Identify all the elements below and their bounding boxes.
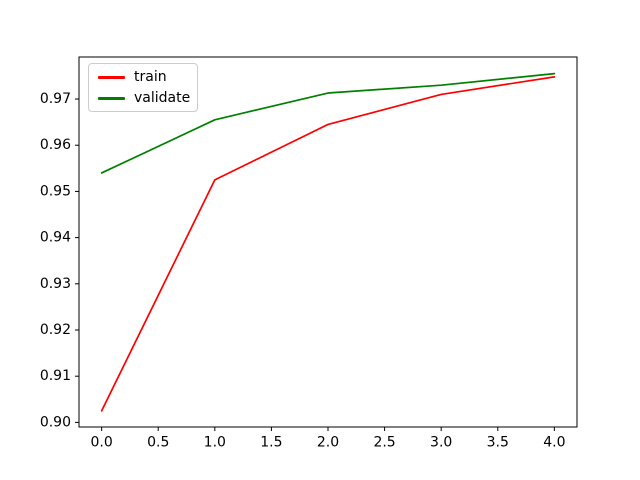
legend-item-train: train (98, 70, 197, 84)
y-tick-label: 0.91 (40, 368, 71, 384)
x-tick-label: 2.5 (373, 435, 395, 451)
x-tick-label: 1.5 (260, 435, 282, 451)
y-tick-label: 0.96 (40, 137, 71, 153)
legend-label-validate: validate (134, 90, 191, 106)
validate-line (100, 72, 556, 174)
legend-item-validate: validate (98, 91, 197, 105)
x-tick-label: 4.0 (543, 435, 565, 451)
y-tick-label: 0.90 (40, 414, 71, 430)
x-tick-label: 2.0 (317, 435, 339, 451)
axes-spines (78, 56, 578, 428)
x-tick-label: 3.5 (487, 435, 509, 451)
legend-label-train: train (134, 69, 167, 85)
train-line (100, 76, 556, 412)
x-tick-label: 1.0 (204, 435, 226, 451)
y-tick-label: 0.94 (40, 230, 71, 246)
y-tick-label: 0.95 (40, 183, 71, 199)
y-tick-label: 0.92 (40, 322, 71, 338)
train-line-swatch (98, 75, 125, 79)
plot-area: 0.0 0.5 1.0 1.5 2.0 2.5 3.0 3.5 4.0 0.90 0.91 0.92 0… (40, 56, 578, 451)
validate-line-swatch (98, 96, 125, 100)
y-tick-label: 0.93 (40, 276, 71, 292)
x-tick-label: 3.0 (430, 435, 452, 451)
x-tick-label: 0.5 (147, 435, 169, 451)
legend: train validate (88, 63, 198, 112)
y-tick-label: 0.97 (40, 91, 71, 107)
x-tick-label: 0.0 (91, 435, 113, 451)
